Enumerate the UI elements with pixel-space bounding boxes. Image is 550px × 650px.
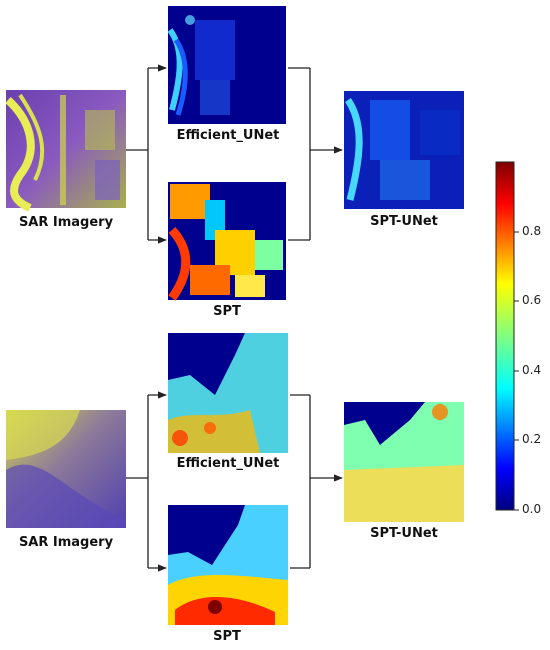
row2-efficient-unet-map: [168, 333, 288, 453]
row1-efficient-unet-label: Efficient_UNet: [176, 128, 280, 143]
colorbar: [495, 161, 519, 511]
row1-sar-image: [5, 90, 126, 212]
row2-spt-map: [168, 505, 288, 625]
row2-spt-unet-map: [344, 402, 464, 522]
row2-spt-label: SPT: [213, 629, 241, 644]
colorbar-tick-label: 0.2: [522, 432, 542, 446]
colorbar-tick-label: 0.8: [522, 224, 542, 238]
row2-arrows: [126, 391, 343, 572]
colorbar-tick-label: 0.6: [522, 293, 542, 307]
row1-spt-map: [168, 182, 286, 301]
row2-input-label: SAR Imagery: [18, 535, 114, 550]
colorbar-tick-label: 0.0: [522, 502, 542, 516]
colorbar-tick-label: 0.4: [522, 363, 542, 377]
row2-sar-image: [6, 410, 126, 528]
row1-spt-unet-map: [344, 91, 464, 209]
row2-output-label: SPT-UNet: [370, 526, 438, 541]
row1-output-label: SPT-UNet: [370, 214, 438, 229]
row1-arrows: [126, 64, 343, 244]
row2-efficient-unet-label: Efficient_UNet: [176, 456, 280, 471]
row1-efficient-unet-map: [167, 6, 286, 124]
row1-spt-label: SPT: [213, 304, 241, 319]
row1-input-label: SAR Imagery: [18, 215, 114, 230]
